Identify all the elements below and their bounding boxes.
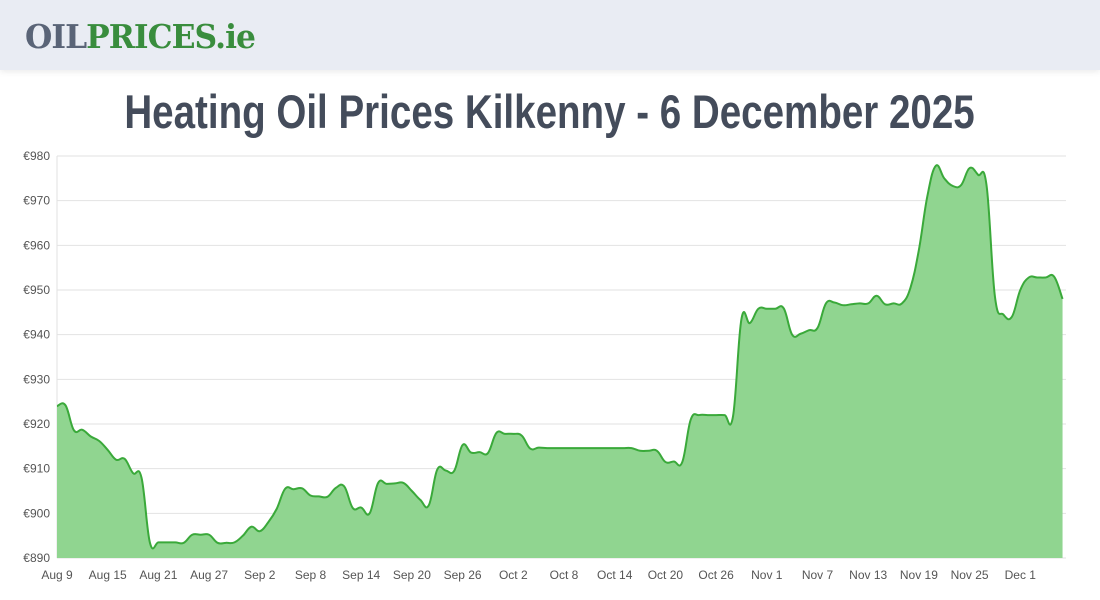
- x-tick-label: Sep 26: [444, 568, 482, 582]
- x-tick-label: Aug 21: [139, 568, 177, 582]
- y-tick-label: €900: [23, 506, 50, 520]
- x-tick-label: Aug 15: [89, 568, 127, 582]
- x-tick-label: Aug 9: [41, 568, 73, 582]
- x-tick-label: Nov 25: [951, 568, 989, 582]
- price-line: [56, 164, 1064, 550]
- x-tick-label: Nov 1: [751, 568, 783, 582]
- x-tick-label: Nov 7: [802, 568, 834, 582]
- y-tick-label: €980: [23, 149, 50, 163]
- x-tick-label: Oct 8: [550, 568, 579, 582]
- x-tick-label: Oct 20: [648, 568, 684, 582]
- y-tick-label: €950: [23, 283, 50, 297]
- y-tick-label: €970: [23, 194, 50, 208]
- x-tick-label: Dec 1: [1005, 568, 1037, 582]
- x-tick-label: Nov 19: [900, 568, 938, 582]
- x-tick-label: Oct 14: [597, 568, 633, 582]
- x-tick-label: Sep 2: [244, 568, 276, 582]
- page-title-text: Heating Oil Prices Kilkenny - 6 December…: [124, 85, 976, 138]
- y-tick-label: €890: [23, 551, 50, 565]
- x-tick-label: Aug 27: [190, 568, 228, 582]
- y-tick-label: €920: [23, 417, 50, 431]
- y-tick-label: €930: [23, 372, 50, 386]
- logo-prices: PRICES.ie: [86, 17, 256, 56]
- x-tick-label: Oct 2: [499, 568, 528, 582]
- y-tick-label: €940: [23, 328, 50, 342]
- x-tick-label: Oct 26: [698, 568, 734, 582]
- x-tick-label: Nov 13: [849, 568, 887, 582]
- site-header: OILPRICES.ie: [0, 0, 1100, 70]
- price-area: [57, 165, 1063, 558]
- site-logo[interactable]: OILPRICES.ie: [25, 17, 256, 56]
- x-tick-label: Sep 20: [393, 568, 431, 582]
- y-tick-label: €910: [23, 462, 50, 476]
- logo-oil: OIL: [25, 17, 87, 56]
- page-title: Heating Oil Prices Kilkenny - 6 December…: [0, 84, 1100, 139]
- x-tick-label: Sep 14: [342, 568, 380, 582]
- y-tick-label: €960: [23, 238, 50, 252]
- x-tick-label: Sep 8: [295, 568, 327, 582]
